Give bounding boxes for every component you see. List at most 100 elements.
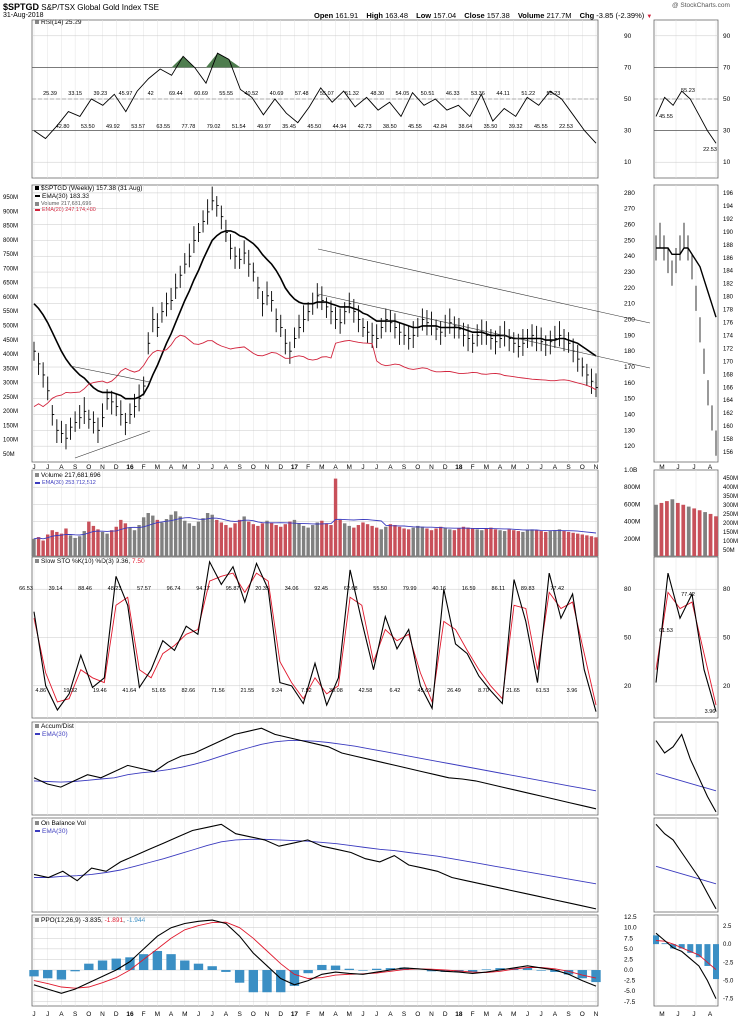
price-volume-axis-label: 150M — [3, 423, 18, 429]
volume-zoom-axis-label: 50M — [723, 548, 735, 554]
volume-zoom-axis-label: 400M — [723, 485, 738, 491]
zoom-x-axis-label: A — [708, 1011, 713, 1018]
rsi-zoom-axis-label: 10 — [723, 159, 731, 166]
x-axis-label: O — [86, 1011, 91, 1018]
zoom-x-axis-label: J — [676, 1011, 679, 1018]
sto-zoom-d-line — [655, 591, 717, 706]
sto-annotation: 48.23 — [108, 586, 122, 592]
x-axis-label: J — [32, 464, 35, 471]
volume-legend-ema: EMA(30) 253,712,512 — [42, 480, 96, 486]
ppo-axis-label: 10.0 — [624, 925, 637, 932]
high-value: 163.48 — [385, 11, 409, 20]
price-volume-axis-label: 350M — [3, 366, 18, 372]
sto-annotation: 19.32 — [63, 688, 77, 694]
accum-ema-swatch-icon — [35, 733, 40, 736]
x-axis-label: O — [580, 464, 585, 471]
panel-frame-acc — [31, 721, 599, 816]
x-axis-label: J — [211, 464, 214, 471]
volume-bar — [498, 530, 502, 556]
chart-header: $SPTGD S&P/TSX Global Gold Index TSE — [3, 2, 159, 12]
ppo-histogram-bar — [125, 957, 135, 971]
x-axis-label: D — [278, 1011, 283, 1018]
volume-ema-swatch-icon — [35, 481, 40, 484]
volume-bar — [457, 528, 461, 556]
rsi-zoom-axis-label: 90 — [723, 33, 731, 40]
rsi-annotation: 46.33 — [446, 91, 460, 97]
ppo-histogram-bar — [97, 960, 108, 971]
ppo-zoom-axis-label: -7.5 — [723, 997, 734, 1003]
volume-bar — [68, 535, 73, 556]
sto-legend-k: 9.36 — [115, 558, 129, 565]
ppo-zoom-histogram-bar — [704, 944, 711, 966]
x-axis-label: M — [347, 1011, 352, 1018]
price-zoom-axis-label: 196 — [723, 191, 734, 197]
price-volume-axis-label: 900M — [3, 209, 18, 215]
zoom-volume-bar — [670, 499, 675, 556]
volume-bar — [416, 525, 420, 556]
x-axis-label: 18 — [455, 1011, 463, 1018]
zoom-x-axis-label: M — [659, 464, 664, 471]
ppo-axis-label: -7.5 — [624, 999, 636, 1006]
ppo-histogram-bar — [111, 958, 121, 971]
volume-bar — [507, 529, 511, 556]
x-axis-label: S — [566, 1011, 571, 1018]
volume-bar — [210, 514, 214, 556]
ppo-histogram-bar — [193, 963, 204, 971]
sto-legend: Slow STO %K(10) %D(3) 9.36, 7.50 — [35, 558, 145, 566]
price-volume-axis-label: 550M — [3, 309, 18, 315]
x-axis-label: J — [46, 1011, 49, 1018]
ppo-legend: PPO(12,26,9) -3.835, -1.891, -1.944 — [35, 917, 145, 925]
sto-annotation: 92.45 — [314, 586, 328, 592]
rsi-zoom-annotation: 22.53 — [703, 147, 717, 153]
rsi-annotation: 57.48 — [295, 91, 309, 97]
obv-legend-ema: EMA(30) — [42, 828, 68, 835]
sto-annotation: 9.24 — [272, 688, 283, 694]
ppo-axis-label: 7.5 — [624, 935, 633, 942]
volume-bar — [521, 531, 525, 556]
rsi-annotation: 42.84 — [433, 124, 447, 130]
price-zoom-axis-label: 186 — [723, 256, 734, 262]
ppo-axis-label: 2.5 — [624, 956, 633, 963]
rsi-annotation: 44.94 — [333, 124, 347, 130]
sto-annotation: 21.65 — [506, 688, 520, 694]
price-volume-axis-label: 800M — [3, 238, 18, 244]
chg-value: -3.85 (-2.39%) — [596, 11, 645, 20]
ppo-histogram-bar — [84, 963, 94, 971]
volume-bar — [114, 526, 118, 556]
volume-bar — [342, 523, 347, 556]
volume-bar — [525, 530, 530, 556]
chart-date: 31-Aug-2018 — [3, 12, 44, 19]
volume-bar — [256, 525, 260, 556]
ppo-histogram-bar — [138, 954, 149, 971]
accum-legend: Accum/Dist EMA(30) — [35, 723, 74, 739]
volume-bar — [594, 537, 598, 556]
price-zoom-axis-label: 156 — [723, 450, 734, 456]
sto-annotation: 95.87 — [226, 586, 240, 592]
ppo-zoom-axis-label: 0.0 — [723, 942, 732, 948]
volume-bar — [402, 528, 406, 556]
rsi-annotation: 63.55 — [156, 124, 170, 130]
zoom-volume-bar — [714, 516, 718, 556]
panel-frame-price — [31, 184, 599, 463]
ppo-zoom-line — [655, 932, 717, 999]
x-axis-label: F — [471, 1011, 475, 1018]
price-volume-axis-label: 250M — [3, 395, 18, 401]
x-axis-label: A — [388, 464, 393, 471]
volume-bar — [452, 530, 457, 556]
price-legend-ema20: EMA(20) 247,174,480 — [42, 207, 96, 213]
x-axis-label: A — [498, 464, 503, 471]
x-axis-label: J — [197, 464, 200, 471]
obv-ema-line — [34, 838, 597, 885]
x-axis-label: J — [526, 1011, 529, 1018]
rsi-annotation: 25.39 — [43, 91, 57, 97]
x-axis-label: D — [114, 464, 119, 471]
volume-bar — [530, 529, 534, 556]
x-axis-label: S — [73, 1011, 78, 1018]
price-axis-label: 150 — [624, 396, 635, 403]
volume-bar — [475, 529, 479, 556]
volume-bar — [242, 516, 246, 556]
accum-zoom-ema-line — [655, 773, 717, 792]
x-axis-label: J — [540, 464, 543, 471]
rsi-annotation: 42.73 — [358, 124, 372, 130]
volume-bar — [493, 529, 498, 556]
